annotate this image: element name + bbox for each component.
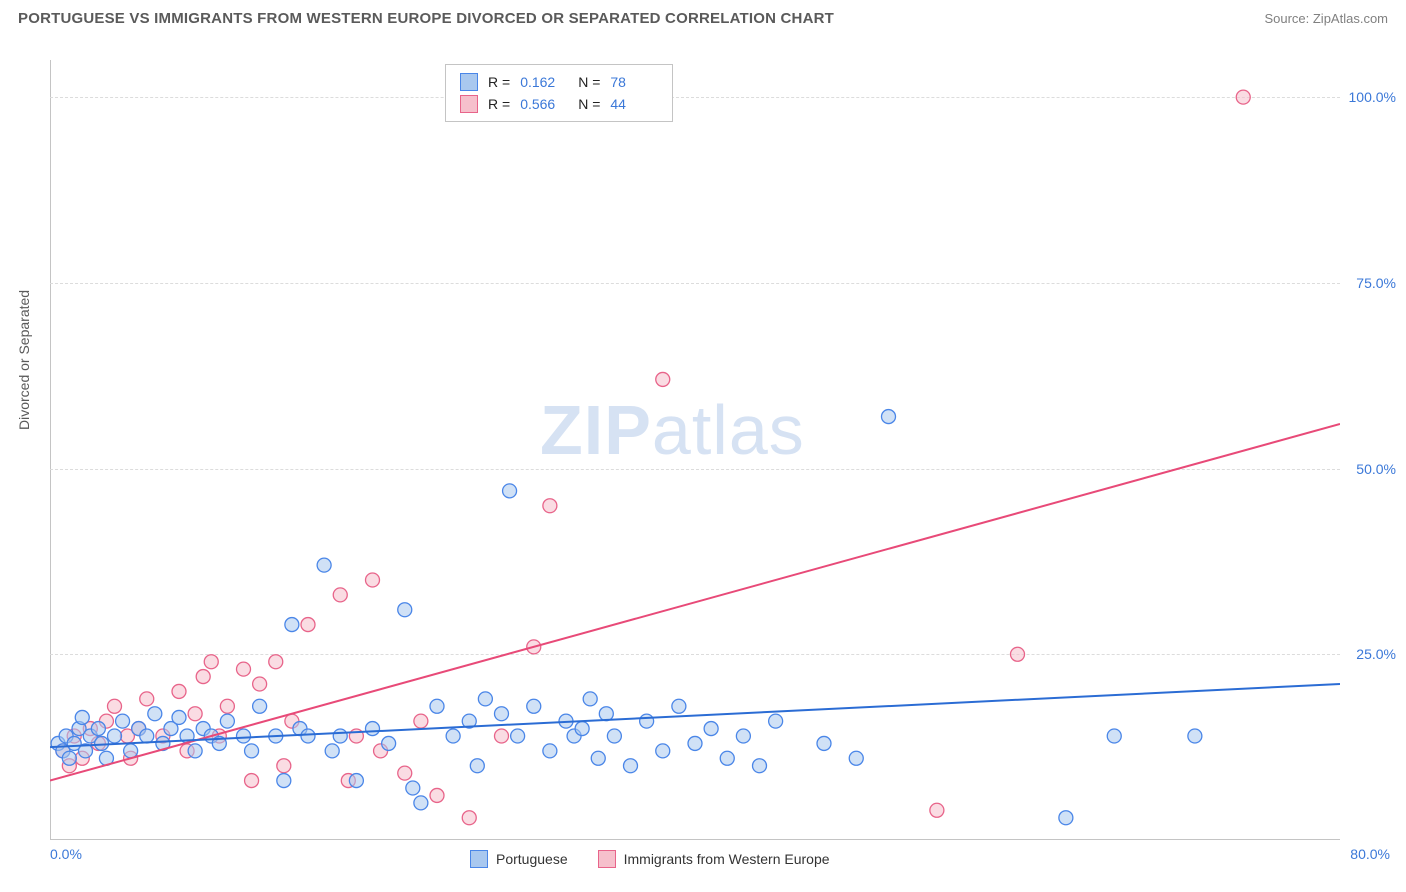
n-value-1: 78: [610, 74, 658, 90]
n-label: N =: [578, 74, 600, 90]
stats-box: R = 0.162 N = 78 R = 0.566 N = 44: [445, 64, 673, 122]
legend-label-2: Immigrants from Western Europe: [624, 851, 830, 867]
bottom-legend: Portuguese Immigrants from Western Europ…: [470, 850, 830, 868]
r-label: R =: [488, 74, 510, 90]
stats-row-1: R = 0.162 N = 78: [460, 71, 658, 93]
n-label: N =: [578, 96, 600, 112]
y-axis-label: Divorced or Separated: [16, 290, 32, 430]
legend-swatch-1: [470, 850, 488, 868]
legend-item-1: Portuguese: [470, 850, 568, 868]
swatch-series-1: [460, 73, 478, 91]
r-label: R =: [488, 96, 510, 112]
stats-row-2: R = 0.566 N = 44: [460, 93, 658, 115]
legend-item-2: Immigrants from Western Europe: [598, 850, 830, 868]
r-value-2: 0.566: [520, 96, 568, 112]
chart-area: 25.0%50.0%75.0%100.0% ZIPatlas R = 0.162…: [50, 60, 1340, 840]
source-label: Source: ZipAtlas.com: [1264, 11, 1388, 26]
title-bar: PORTUGUESE VS IMMIGRANTS FROM WESTERN EU…: [0, 0, 1406, 35]
legend-swatch-2: [598, 850, 616, 868]
chart-title: PORTUGUESE VS IMMIGRANTS FROM WESTERN EU…: [18, 10, 834, 27]
n-value-2: 44: [610, 96, 658, 112]
legend-label-1: Portuguese: [496, 851, 568, 867]
r-value-1: 0.162: [520, 74, 568, 90]
scatter-plot: [50, 60, 1340, 840]
swatch-series-2: [460, 95, 478, 113]
x-tick-right: 80.0%: [1350, 846, 1390, 862]
x-tick-left: 0.0%: [50, 846, 82, 862]
